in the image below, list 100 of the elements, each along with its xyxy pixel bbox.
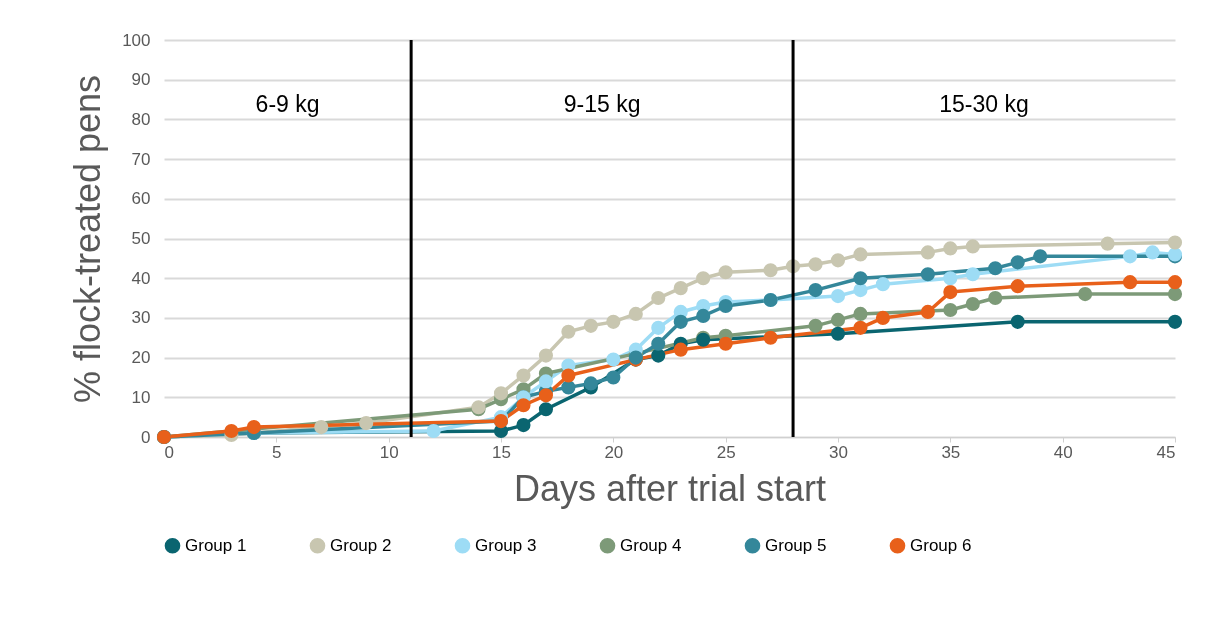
point [943, 302, 958, 318]
point [965, 296, 980, 312]
point [718, 336, 733, 351]
point [426, 423, 441, 439]
point [718, 265, 733, 280]
annotation: 9-15 kg [563, 91, 641, 117]
point [1123, 249, 1138, 264]
point [943, 285, 958, 300]
point [853, 283, 868, 298]
y-axis-title: % flock-treated pens [67, 74, 109, 404]
point [853, 271, 868, 286]
point [651, 336, 666, 351]
y-tick-label: 40 [131, 268, 151, 288]
point [718, 298, 733, 314]
point [1167, 314, 1183, 329]
point [808, 257, 823, 272]
point [1167, 235, 1183, 250]
point [606, 370, 621, 385]
point [246, 420, 261, 435]
point [583, 318, 598, 333]
point [763, 330, 778, 345]
point [673, 281, 688, 296]
legend-label: Group 1 [185, 535, 247, 555]
point [696, 308, 711, 323]
point [538, 388, 553, 403]
point [516, 368, 531, 383]
y-tick-label: 10 [131, 387, 151, 407]
point [988, 290, 1003, 306]
point [561, 324, 576, 339]
point [673, 314, 688, 329]
annotation: 15-30 kg [939, 91, 1029, 117]
x-axis-title: Days after trial start [513, 467, 827, 509]
point [875, 310, 890, 325]
annotation: 6-9 kg [255, 91, 320, 117]
y-tick-label: 60 [131, 189, 151, 209]
y-tick-label: 30 [131, 308, 151, 328]
point [1010, 314, 1025, 329]
x-tick-label: 20 [604, 442, 624, 462]
point [1123, 275, 1138, 290]
point [651, 348, 666, 363]
x-tick-label: 45 [1156, 442, 1176, 462]
point [853, 320, 868, 335]
point [965, 267, 980, 282]
y-tick-label: 80 [131, 109, 151, 129]
y-tick-label: 0 [141, 427, 151, 447]
legend-label: Group 3 [475, 535, 537, 555]
point [830, 289, 846, 304]
point [965, 239, 980, 254]
point [1033, 249, 1048, 264]
x-tick-label: 25 [716, 442, 736, 462]
point [224, 423, 239, 439]
x-tick-label: 30 [829, 442, 848, 462]
point [606, 352, 621, 367]
point [853, 306, 868, 321]
point [359, 416, 374, 431]
y-tick-label: 50 [131, 229, 151, 248]
point [763, 263, 778, 278]
y-tick-label: 100 [122, 30, 151, 50]
point [943, 241, 958, 256]
point [920, 304, 935, 319]
y-tick-label: 90 [131, 70, 151, 90]
point [538, 348, 553, 363]
point [808, 283, 823, 298]
legend-label: Group 4 [620, 535, 682, 555]
point [493, 386, 509, 401]
point [516, 418, 531, 433]
point [314, 420, 329, 435]
x-tick-label: 0 [164, 442, 174, 462]
point [538, 374, 553, 389]
point [920, 245, 935, 260]
point [696, 271, 711, 286]
x-tick-label: 40 [1053, 442, 1073, 462]
point [1145, 245, 1160, 260]
x-tick-label: 15 [492, 442, 511, 462]
point [651, 290, 666, 306]
point [943, 271, 958, 286]
point [538, 402, 553, 417]
point [875, 277, 890, 292]
point [606, 314, 621, 329]
legend-label: Group 6 [910, 535, 972, 555]
point [1167, 275, 1183, 290]
legend-label: Group 2 [330, 535, 392, 555]
point [853, 247, 868, 262]
point [920, 267, 935, 282]
point [830, 326, 846, 341]
x-tick-label: 5 [272, 442, 282, 462]
point [1167, 287, 1183, 302]
point [1010, 279, 1025, 294]
x-tick-label: 10 [379, 442, 399, 462]
legend-label: Group 5 [765, 535, 827, 555]
point [516, 398, 531, 413]
point [583, 376, 598, 391]
point [1078, 287, 1093, 302]
point [1100, 236, 1115, 251]
y-tick-label: 20 [131, 348, 151, 368]
point [988, 261, 1003, 276]
point [808, 318, 823, 333]
y-tick-label: 70 [131, 149, 151, 169]
point [830, 253, 846, 268]
point [561, 368, 576, 383]
